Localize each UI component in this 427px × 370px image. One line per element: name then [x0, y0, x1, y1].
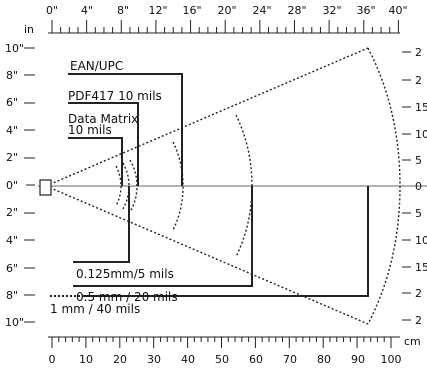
right-tick-label: 5 — [415, 207, 422, 220]
bottom-tick-label: 10 — [79, 353, 93, 366]
top-axis-ticks — [51, 20, 399, 33]
left-tick-label: 10" — [5, 316, 24, 329]
field-outer-arc — [367, 47, 401, 325]
top-tick-label: 8" — [117, 4, 129, 17]
left-tick-label: 4" — [6, 124, 18, 137]
label-data-matrix-mils: 10 mils — [68, 123, 112, 137]
top-tick-label: 4" — [81, 4, 93, 17]
scanner-icon — [39, 179, 52, 196]
label-40-mils: 1 mm / 40 mils — [50, 302, 140, 316]
label-ean-upc: EAN/UPC — [70, 59, 123, 73]
bottom-tick-label: 50 — [215, 353, 229, 366]
left-axis: 10" 8" 6" 4" 2" 0" 2" 4" 6" 8" 10" — [5, 42, 35, 329]
bottom-axis: cm 0 10 20 30 40 50 60 70 80 90 100 — [48, 335, 421, 366]
left-tick-label: 8" — [6, 289, 18, 302]
top-tick-label: 40" — [388, 4, 407, 17]
left-tick-label: 2" — [6, 206, 18, 219]
bottom-tick-label: 70 — [283, 353, 297, 366]
right-tick-label: 5 — [415, 154, 422, 167]
right-tick-label: 10 — [415, 234, 427, 247]
bottom-tick-label: 80 — [317, 353, 331, 366]
right-tick-label: 15 — [415, 101, 427, 114]
top-axis: in 0" 4" 8" 12" 16" 20" 24" 28" 32" 36" … — [24, 4, 408, 36]
range-bracket-20mils — [73, 186, 253, 287]
range-bracket-5mils — [73, 186, 130, 263]
top-tick-label: 12" — [148, 4, 167, 17]
lower-range-brackets — [50, 186, 369, 297]
left-tick-label: 6" — [6, 96, 18, 109]
left-tick-label: 4" — [6, 234, 18, 247]
top-axis-unit-label: in — [24, 23, 34, 36]
bottom-tick-label: 100 — [381, 353, 402, 366]
top-tick-label: 0" — [46, 4, 58, 17]
bottom-tick-label: 40 — [181, 353, 195, 366]
label-5-mils: 0.125mm/5 mils — [76, 267, 174, 281]
bottom-tick-label: 60 — [249, 353, 263, 366]
top-tick-label: 16" — [182, 4, 201, 17]
left-tick-label: 8" — [6, 69, 18, 82]
range-bracket-datamatrix — [68, 137, 123, 186]
label-pdf417: PDF417 10 mils — [68, 89, 162, 103]
bottom-axis-labels: 0 10 20 30 40 50 60 70 80 90 100 — [49, 353, 402, 366]
label-20-mils: 0.5 mm / 20 mils — [76, 290, 178, 304]
left-tick-label: 10" — [5, 42, 24, 55]
top-tick-label: 28" — [287, 4, 306, 17]
top-tick-label: 32" — [322, 4, 341, 17]
right-axis: 2 2 15 10 5 0 5 10 15 2 2 — [402, 46, 427, 327]
right-tick-label: 15 — [415, 261, 427, 274]
range-bracket-ean — [68, 73, 183, 186]
left-tick-label: 6" — [6, 262, 18, 275]
top-axis-labels: 0" 4" 8" 12" 16" 20" 24" 28" 32" 36" 40" — [46, 4, 408, 17]
right-tick-label: 2 — [415, 287, 422, 300]
bottom-axis-unit-label: cm — [404, 335, 421, 348]
upper-range-brackets — [68, 73, 183, 186]
field-arc-datamatrix — [115, 165, 122, 207]
field-arc-ean — [172, 141, 184, 231]
symbology-labels: EAN/UPC PDF417 10 mils Data Matrix 10 mi… — [50, 59, 178, 316]
top-tick-label: 24" — [252, 4, 271, 17]
top-tick-label: 20" — [217, 4, 236, 17]
right-tick-label: 2 — [415, 74, 422, 87]
right-tick-label: 2 — [415, 314, 422, 327]
bottom-tick-label: 0 — [49, 353, 56, 366]
left-tick-label: 0" — [6, 179, 18, 192]
bottom-tick-label: 30 — [147, 353, 161, 366]
bottom-tick-label: 20 — [113, 353, 127, 366]
label-data-matrix: Data Matrix — [68, 112, 138, 126]
range-bracket-pdf417 — [68, 102, 139, 186]
right-tick-label: 10 — [415, 128, 427, 141]
top-tick-label: 36" — [356, 4, 375, 17]
right-tick-label: 2 — [415, 46, 422, 59]
right-tick-label: 0 — [415, 180, 422, 193]
left-tick-label: 2" — [6, 151, 18, 164]
bottom-tick-label: 90 — [351, 353, 365, 366]
bottom-axis-ticks — [51, 337, 392, 348]
range-bracket-40mils — [82, 186, 369, 297]
